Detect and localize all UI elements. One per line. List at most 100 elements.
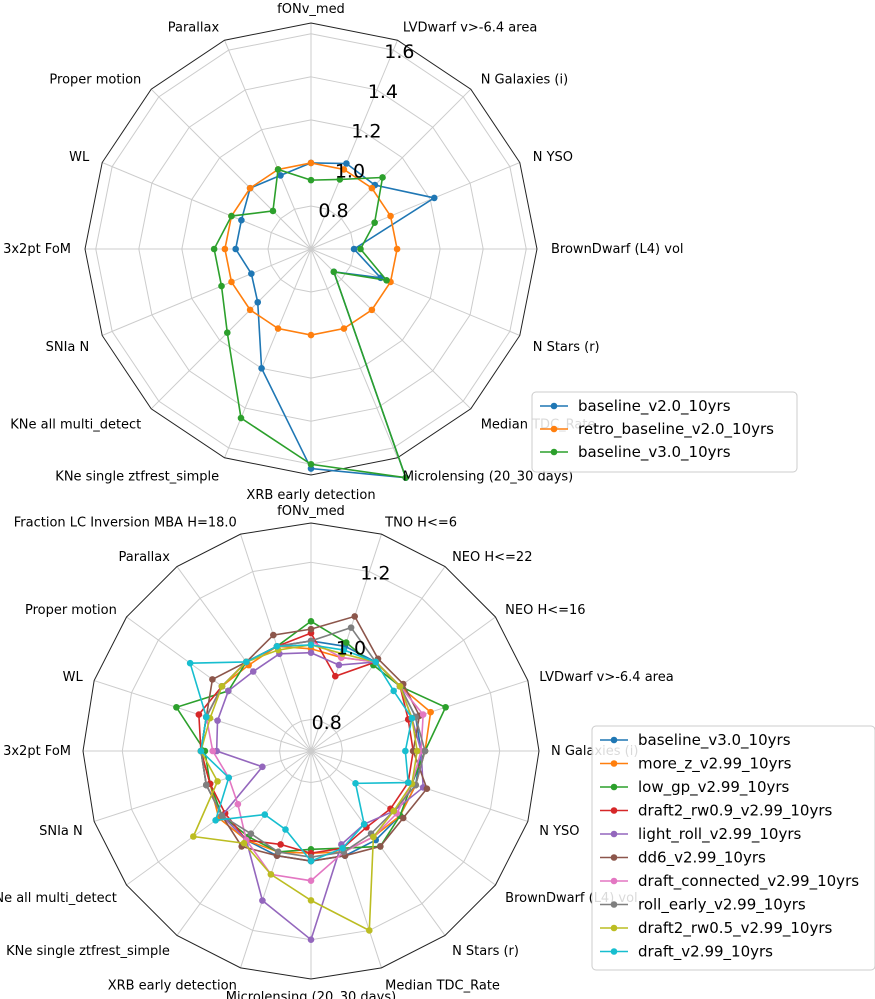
data-point-9-4 <box>408 714 416 722</box>
data-point-9-15 <box>197 747 205 755</box>
axis-label: SNIa N <box>46 340 90 355</box>
data-point-0-13 <box>238 216 245 224</box>
axis-label: KNe single ztfrest_simple <box>6 944 170 959</box>
data-point-8-7 <box>390 807 397 815</box>
axis-label: N Stars (r) <box>533 340 600 355</box>
data-point-4-10 <box>307 936 315 943</box>
data-point-4-17 <box>225 687 232 695</box>
data-point-9-16 <box>203 713 210 721</box>
data-point-4-18 <box>249 668 257 675</box>
axis-label: N Stars (r) <box>452 944 519 959</box>
data-point-9-2 <box>372 658 379 666</box>
data-point-5-0 <box>307 625 315 633</box>
data-point-2-15 <box>274 166 282 173</box>
axis-label: Proper motion <box>49 72 141 87</box>
data-point-1-9 <box>274 325 282 332</box>
data-point-2-5 <box>383 276 390 284</box>
data-point-1-3 <box>387 212 394 220</box>
data-point-9-7 <box>352 780 359 787</box>
axis-label: 3x2pt FoM <box>3 242 71 257</box>
data-point-5-7 <box>399 814 407 822</box>
data-point-1-12 <box>221 245 229 253</box>
data-point-1-10 <box>246 306 254 314</box>
data-point-0-11 <box>248 270 255 278</box>
data-point-2-3 <box>371 219 378 226</box>
spoke-3 <box>310 162 520 250</box>
r-tick-label: 1.0 <box>335 160 365 182</box>
data-point-5-19 <box>270 631 277 639</box>
data-point-9-0 <box>307 641 315 649</box>
data-point-9-9 <box>339 844 346 852</box>
axis-label: KNe all multi_detect <box>10 418 141 433</box>
legend-swatch-marker <box>610 760 618 767</box>
axis-label: Microlensing (20_30 days) <box>226 990 396 999</box>
data-point-9-10 <box>307 857 315 865</box>
r-tick-label: 1.2 <box>351 121 381 143</box>
axis-label: 3x2pt FoM <box>3 744 71 759</box>
r-tick-label: 1.0 <box>336 637 366 659</box>
spoke-6 <box>310 750 528 822</box>
spoke-5 <box>310 248 520 336</box>
data-point-7-11 <box>274 848 282 856</box>
data-point-0-12 <box>232 245 239 253</box>
legend-label: light_roll_v2.99_10yrs <box>638 825 802 844</box>
axis-label: XRB early detection <box>246 488 375 503</box>
data-point-1-4 <box>393 245 401 253</box>
data-point-2-8 <box>307 460 315 468</box>
axis-label: LVDwarf v>-6.4 area <box>403 20 537 35</box>
data-point-1-8 <box>307 331 315 339</box>
spoke-16 <box>94 680 312 752</box>
series-group <box>210 159 438 481</box>
data-point-5-8 <box>377 843 384 850</box>
legend-swatch-marker <box>610 948 618 955</box>
data-point-1-1 <box>340 166 348 173</box>
data-point-2-9 <box>237 414 245 422</box>
spoke-14 <box>150 88 312 250</box>
data-point-2-7 <box>402 474 410 481</box>
data-point-4-14 <box>259 763 266 771</box>
data-point-8-11 <box>267 871 275 878</box>
data-point-9-14 <box>225 774 233 782</box>
legend-swatch-marker <box>610 736 618 744</box>
data-point-7-13 <box>218 812 226 819</box>
data-point-9-18 <box>243 658 250 666</box>
spoke-19 <box>240 534 312 752</box>
data-point-6-13 <box>234 800 242 808</box>
data-point-0-3 <box>430 194 438 202</box>
legend-swatch-marker <box>610 901 618 908</box>
radial-grid <box>83 523 539 979</box>
spoke-14 <box>94 750 312 822</box>
axis-label: NEO H<=22 <box>452 550 532 565</box>
axis-label: KNe all multi_detect <box>0 891 117 906</box>
spoke-11 <box>102 248 312 336</box>
axis-label: BrownDwarf (L4) vol <box>551 242 684 257</box>
data-point-9-6 <box>404 779 412 786</box>
data-point-7-5 <box>421 747 429 755</box>
data-point-8-13 <box>190 833 197 840</box>
axis-label: WL <box>63 670 84 685</box>
data-point-7-14 <box>203 781 210 789</box>
legend-swatch-marker <box>550 402 558 410</box>
axis-label: SNIa N <box>39 824 83 839</box>
spoke-11 <box>240 750 312 968</box>
data-point-2-2 <box>379 174 386 181</box>
data-point-1-4 <box>427 708 434 716</box>
data-point-9-12 <box>261 811 269 818</box>
axis-label: TNO H<=6 <box>384 516 457 531</box>
data-point-5-6 <box>423 785 431 792</box>
legend-label: baseline_v3.0_10yrs <box>638 731 791 750</box>
data-point-9-11 <box>282 826 289 833</box>
spoke-17 <box>126 616 312 752</box>
data-point-0-4 <box>350 245 358 253</box>
axis-label: Median TDC_Rate <box>385 978 500 993</box>
legend-label: more_z_v2.99_10yrs <box>638 755 792 774</box>
data-point-9-1 <box>340 646 348 654</box>
series-line-3 <box>198 632 415 855</box>
legend-label: roll_early_v2.99_10yrs <box>638 896 806 915</box>
spoke-7 <box>310 248 398 458</box>
legend-label: dd6_v2.99_10yrs <box>638 849 766 868</box>
data-point-8-9 <box>366 927 373 934</box>
data-point-3-16 <box>195 711 203 718</box>
data-point-2-0 <box>307 617 315 625</box>
